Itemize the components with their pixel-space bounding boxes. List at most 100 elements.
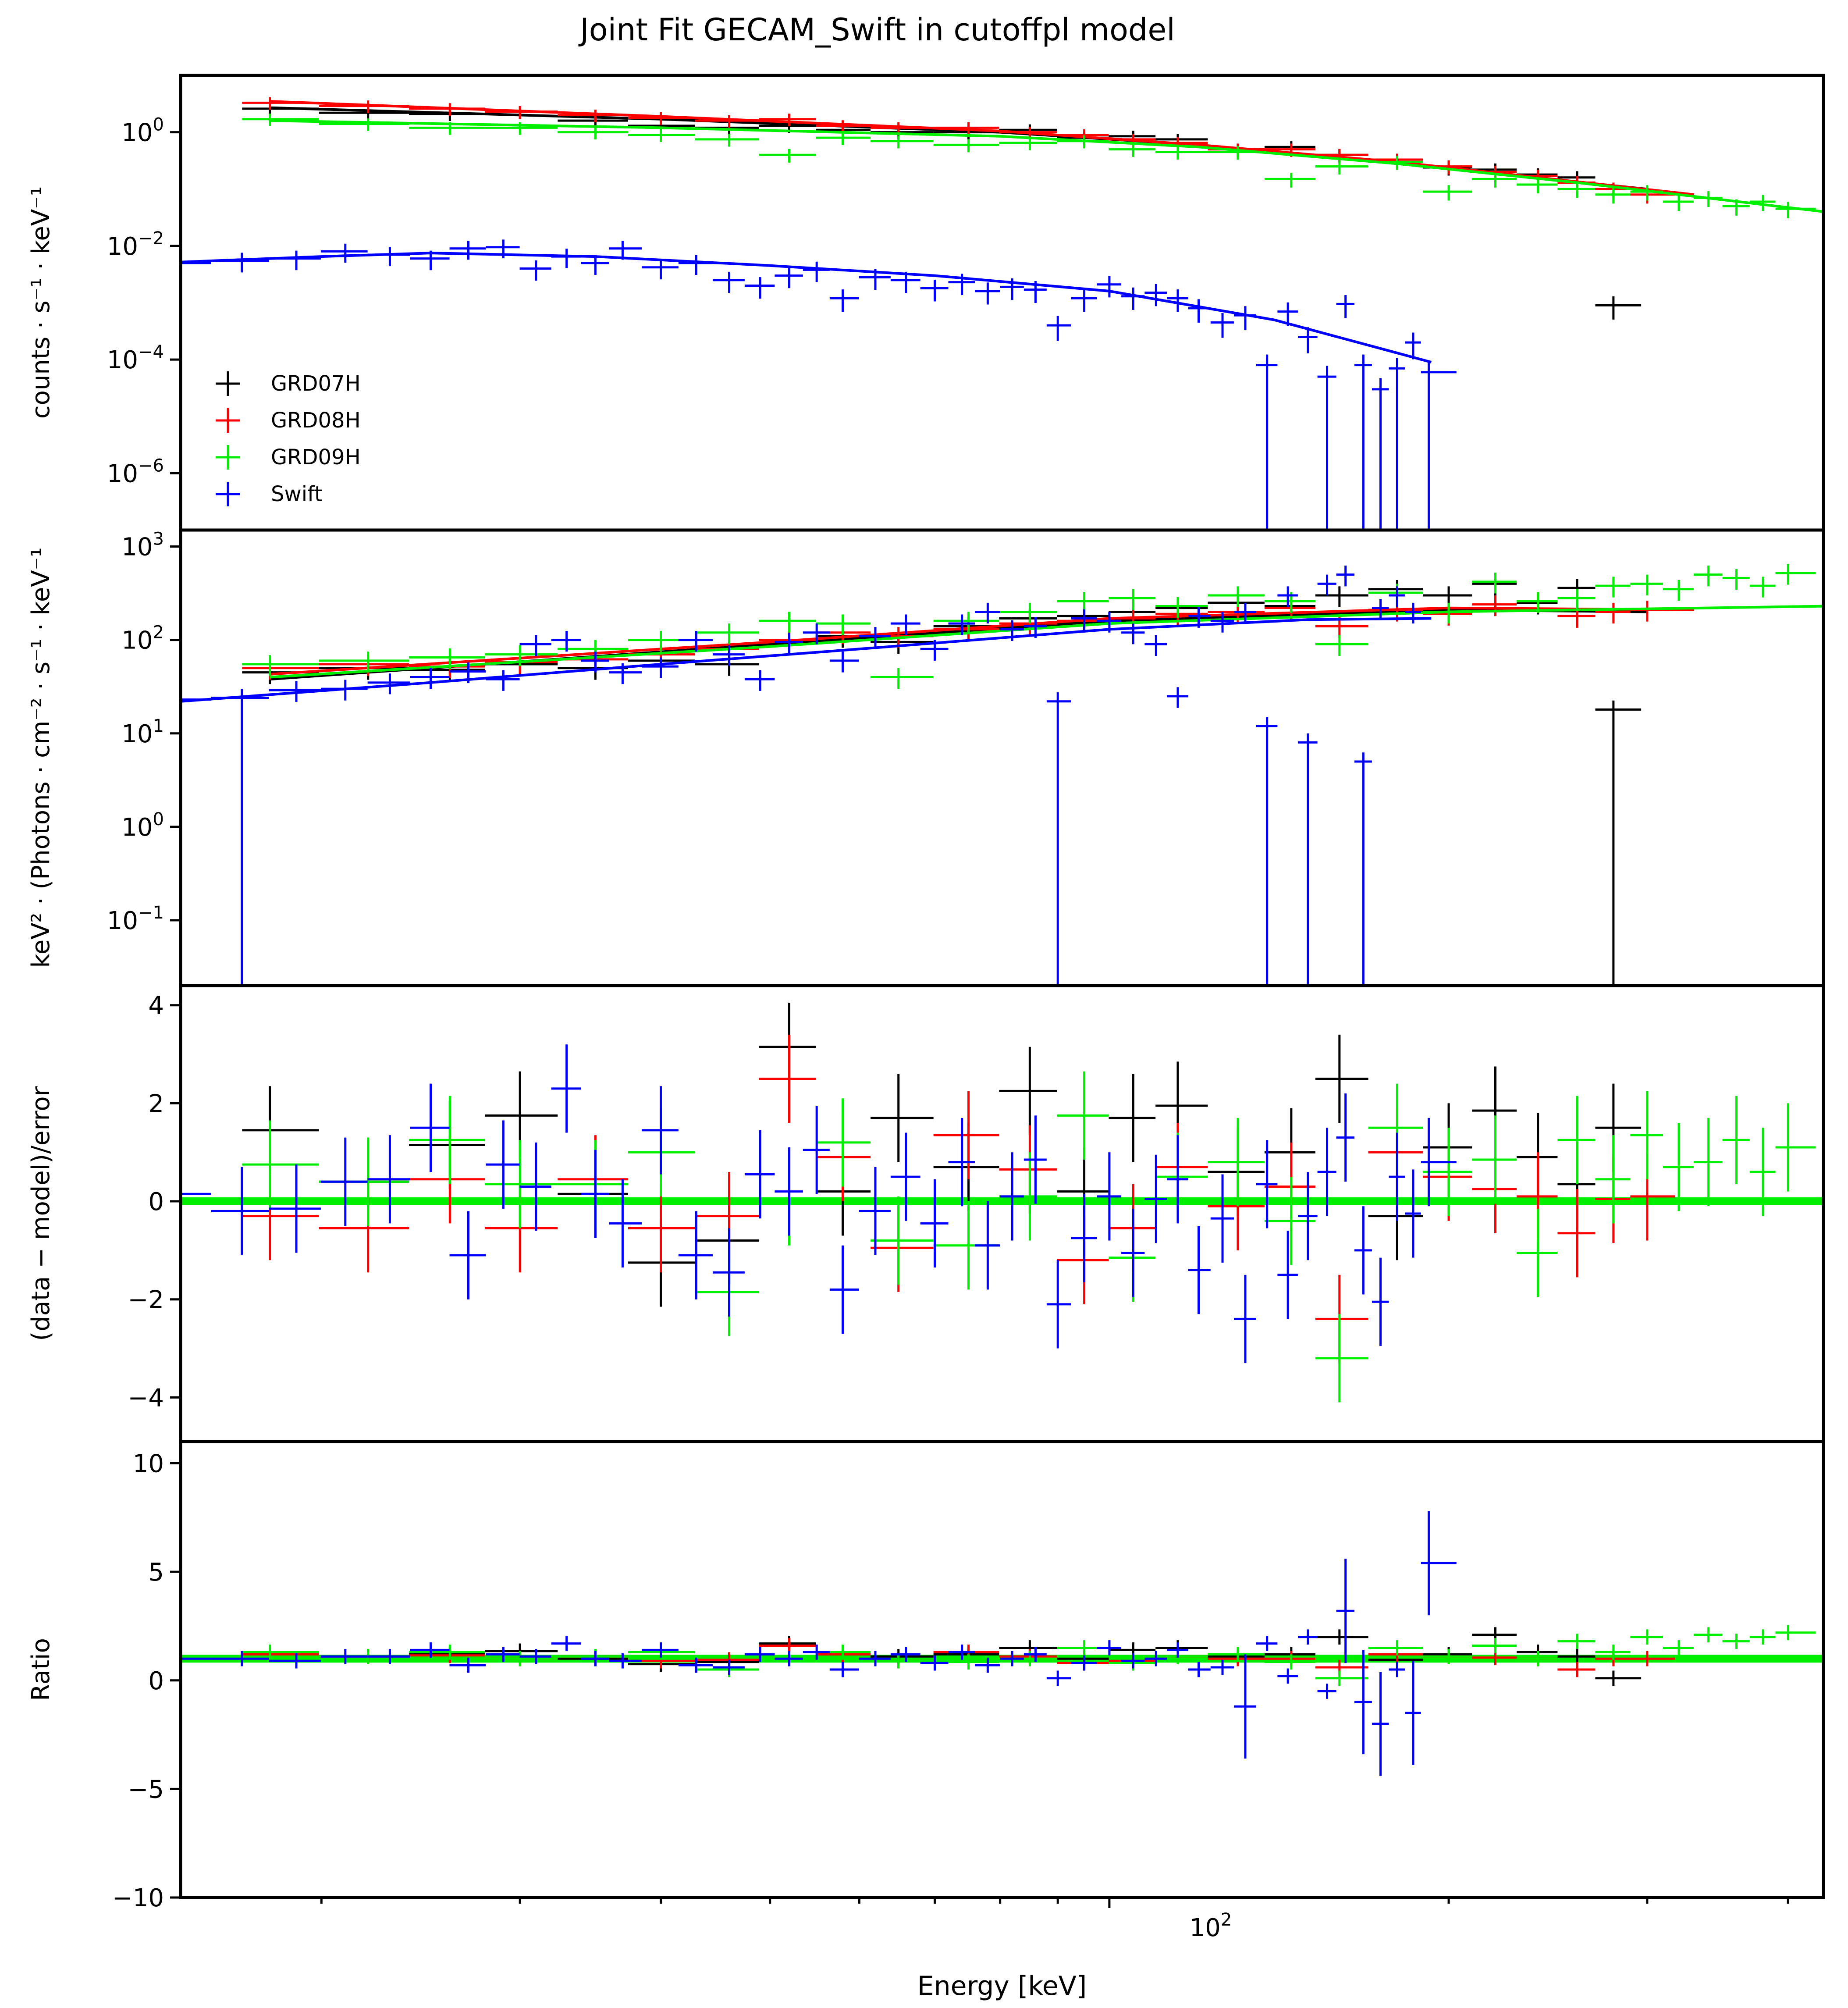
series-swift	[181, 1044, 1457, 1364]
data-point	[551, 1636, 581, 1651]
data-point	[695, 115, 760, 128]
data-point	[409, 122, 485, 135]
data-point	[816, 120, 871, 133]
data-point	[1097, 612, 1122, 633]
data-point	[1000, 620, 1024, 641]
data-point	[320, 1137, 368, 1226]
data-point	[933, 122, 999, 135]
data-point	[1024, 617, 1047, 638]
data-point	[1421, 1118, 1457, 1207]
data-point	[1423, 1128, 1472, 1216]
data-point	[1775, 202, 1816, 218]
data-point	[1372, 378, 1389, 530]
data-point	[1663, 195, 1694, 211]
data-point	[920, 1179, 949, 1268]
data-point	[1315, 635, 1368, 656]
data-point	[1315, 617, 1368, 638]
data-point	[1256, 354, 1278, 530]
data-point	[319, 100, 409, 113]
data-point	[242, 97, 319, 110]
data-point	[628, 129, 695, 142]
data-point	[1208, 146, 1265, 160]
data-point	[449, 662, 486, 684]
data-point	[1315, 1314, 1368, 1403]
data-point	[1046, 1670, 1071, 1686]
data-point	[1595, 700, 1642, 986]
legend-item-grd08h: GRD08H	[216, 408, 361, 433]
data-point	[1315, 149, 1368, 163]
data-point	[609, 1653, 642, 1669]
data-point	[1071, 289, 1097, 312]
data-point	[775, 633, 803, 654]
data-point	[1354, 752, 1372, 986]
data-point	[678, 631, 713, 652]
data-point	[1121, 623, 1145, 644]
data-point	[1097, 276, 1122, 298]
data-point	[1256, 1140, 1278, 1228]
data-point	[486, 1120, 520, 1209]
data-point	[609, 241, 642, 260]
data-point	[1317, 1128, 1336, 1216]
data-point	[890, 1647, 920, 1662]
data-point	[409, 1096, 485, 1184]
data-point	[1317, 366, 1336, 530]
data-point	[803, 1105, 830, 1194]
data-point	[1233, 306, 1256, 331]
data-point	[920, 279, 949, 302]
data-point	[1024, 1647, 1047, 1662]
data-point	[1109, 143, 1156, 157]
data-point	[1121, 287, 1145, 310]
data-point	[744, 670, 775, 691]
data-point	[1693, 1118, 1723, 1207]
data-point	[1121, 1653, 1145, 1669]
data-point	[409, 103, 485, 116]
data-point	[712, 1228, 745, 1317]
data-point	[999, 1047, 1057, 1136]
data-point	[1256, 717, 1278, 986]
data-point	[409, 1645, 485, 1660]
data-point	[829, 652, 859, 673]
data-point	[1233, 602, 1256, 624]
legend-item-grd09h: GRD09H	[216, 445, 361, 470]
data-point	[1000, 278, 1024, 300]
data-point	[1277, 1231, 1298, 1319]
data-point	[609, 1179, 642, 1268]
data-point	[1595, 1135, 1631, 1224]
data-point	[211, 253, 269, 273]
data-point	[1693, 1627, 1723, 1643]
data-point	[1167, 1135, 1188, 1224]
data-point	[1277, 302, 1298, 326]
x-axis-ticks	[320, 1898, 1789, 1908]
data-point	[1389, 586, 1405, 607]
data-point	[1144, 1651, 1167, 1666]
data-point	[816, 1098, 871, 1187]
data-point	[1405, 1169, 1421, 1258]
data-point	[1557, 1662, 1596, 1677]
data-point	[1775, 1625, 1816, 1641]
data-point	[1368, 1640, 1423, 1656]
data-point	[759, 114, 816, 126]
data-point	[775, 1651, 803, 1666]
delchi-y-ticks: 4 2 0 −2 −4	[128, 992, 181, 1412]
data-point	[449, 241, 486, 260]
data-point	[1210, 1174, 1234, 1263]
data-point	[1630, 1651, 1675, 1666]
data-point	[269, 1653, 321, 1669]
data-point	[816, 614, 871, 635]
data-point	[1372, 1257, 1389, 1346]
data-point	[1472, 1115, 1517, 1204]
data-point	[1405, 602, 1421, 624]
data-point	[1517, 1208, 1558, 1297]
data-point	[609, 663, 642, 684]
legend-item-swift: Swift	[216, 482, 323, 506]
ratio-plot-area	[181, 1511, 1823, 1776]
data-point	[269, 681, 321, 702]
data-point	[712, 1659, 745, 1675]
data-point	[1109, 589, 1156, 610]
data-point	[695, 133, 760, 147]
data-point	[1315, 1629, 1368, 1645]
data-point	[409, 648, 485, 669]
data-point	[1264, 173, 1315, 188]
data-point	[410, 1083, 450, 1172]
data-point	[1256, 1636, 1278, 1651]
